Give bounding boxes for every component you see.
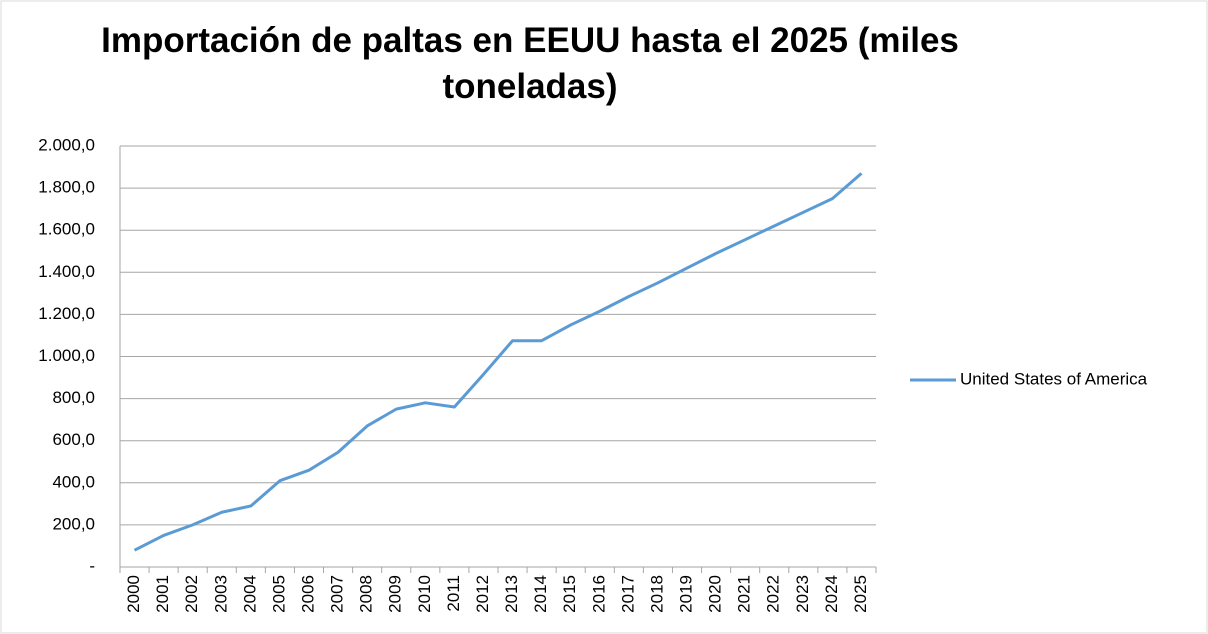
x-tick-label: 2017	[618, 575, 637, 613]
x-tick-label: 2022	[764, 575, 783, 613]
x-tick-label: 2020	[706, 575, 725, 613]
x-tick-label: 2016	[589, 575, 608, 613]
x-tick-label: 2019	[676, 575, 695, 613]
x-tick-label: 2009	[386, 575, 405, 613]
y-tick-label: 400,0	[52, 472, 95, 491]
x-tick-label: 2006	[298, 575, 317, 613]
y-tick-label: 600,0	[52, 430, 95, 449]
y-tick-label: 800,0	[52, 388, 95, 407]
series-line	[133, 172, 863, 552]
x-tick-label: 2004	[240, 575, 259, 613]
y-tick-label: 200,0	[52, 514, 95, 533]
x-tick-label: 2008	[357, 575, 376, 613]
x-tick-label: 2005	[269, 575, 288, 613]
x-tick-label: 2015	[560, 575, 579, 613]
legend-label: United States of America	[960, 369, 1148, 388]
y-tick-label: 2.000,0	[38, 135, 95, 154]
x-tick-label: 2024	[822, 575, 841, 613]
x-tick-label: 2025	[851, 575, 870, 613]
x-tick-label: 2014	[531, 575, 550, 613]
y-tick-label: -	[89, 556, 95, 575]
x-tick-label: 2012	[473, 575, 492, 613]
x-tick-label: 2000	[124, 575, 143, 613]
x-tick-label: 2021	[735, 575, 754, 613]
y-tick-label: 1.400,0	[38, 262, 95, 281]
chart-title: Importación de paltas en EEUU hasta el 2…	[101, 21, 959, 106]
x-tick-label: 2023	[793, 575, 812, 613]
y-tick-label: 1.800,0	[38, 178, 95, 197]
x-tick-label: 2007	[328, 575, 347, 613]
x-tick-label: 2018	[647, 575, 666, 613]
x-tick-label: 2010	[415, 575, 434, 613]
x-tick-label: 2011	[444, 575, 463, 612]
x-tick-label: 2002	[182, 575, 201, 613]
y-tick-label: 1.200,0	[38, 304, 95, 323]
y-tick-label: 1.000,0	[38, 346, 95, 365]
x-tick-label: 2001	[153, 575, 172, 613]
y-tick-label: 1.600,0	[38, 220, 95, 239]
x-tick-label: 2013	[502, 575, 521, 613]
x-tick-label: 2003	[211, 575, 230, 613]
